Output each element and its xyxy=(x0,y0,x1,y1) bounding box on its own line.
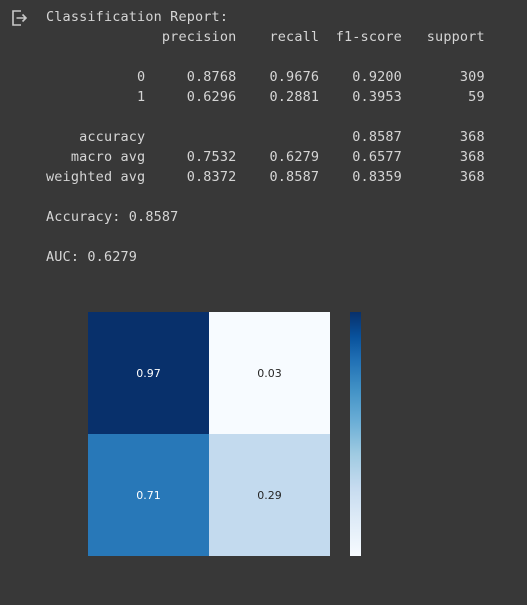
accuracy-line: Accuracy: 0.8587 xyxy=(46,209,179,225)
output-arrow-icon[interactable] xyxy=(10,9,28,27)
heatmap-colorbar xyxy=(350,312,361,556)
report-row-class-1: 1 0.6296 0.2881 0.3953 59 xyxy=(46,89,485,105)
classification-report-output: Classification Report: precision recall … xyxy=(46,7,485,267)
report-row-weighted-avg: weighted avg 0.8372 0.8587 0.8359 368 xyxy=(46,169,485,185)
report-title: Classification Report: xyxy=(46,9,229,25)
heatmap-cell-1-1: 0.29 xyxy=(209,434,330,556)
report-row-class-0: 0 0.8768 0.9676 0.9200 309 xyxy=(46,69,485,85)
confusion-matrix-heatmap: 0.97 0.03 0.71 0.29 xyxy=(88,312,330,556)
heatmap-cell-label: 0.29 xyxy=(257,488,282,502)
heatmap-cell-label: 0.03 xyxy=(257,366,282,380)
report-row-macro-avg: macro avg 0.7532 0.6279 0.6577 368 xyxy=(46,149,485,165)
heatmap-cell-label: 0.97 xyxy=(136,366,161,380)
heatmap-cell-label: 0.71 xyxy=(136,488,161,502)
auc-line: AUC: 0.6279 xyxy=(46,249,138,265)
heatmap-cell-0-0: 0.97 xyxy=(88,312,209,434)
heatmap-cell-0-1: 0.03 xyxy=(209,312,330,434)
report-row-accuracy: accuracy 0.8587 368 xyxy=(46,129,485,145)
heatmap-cell-1-0: 0.71 xyxy=(88,434,209,556)
report-header-row: precision recall f1-score support xyxy=(46,29,485,45)
